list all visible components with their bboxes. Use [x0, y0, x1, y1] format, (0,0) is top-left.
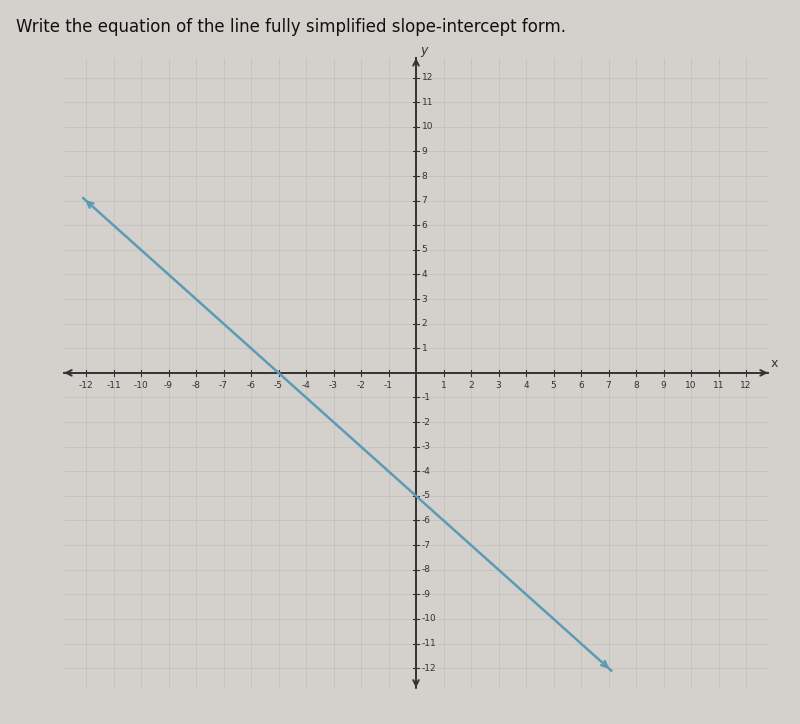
Text: -6: -6 [422, 516, 430, 525]
Text: 2: 2 [422, 319, 427, 328]
Text: 7: 7 [606, 382, 611, 390]
Text: -9: -9 [422, 590, 430, 599]
Text: 10: 10 [422, 122, 433, 131]
Text: 11: 11 [422, 98, 433, 106]
Text: 9: 9 [422, 147, 427, 156]
Text: -11: -11 [422, 639, 436, 648]
Text: -1: -1 [384, 382, 393, 390]
Text: 11: 11 [713, 382, 724, 390]
Text: -4: -4 [422, 467, 430, 476]
Text: -7: -7 [219, 382, 228, 390]
Text: -4: -4 [302, 382, 310, 390]
Text: -6: -6 [246, 382, 255, 390]
Text: 9: 9 [661, 382, 666, 390]
Text: 6: 6 [422, 221, 427, 230]
Text: 2: 2 [468, 382, 474, 390]
Text: x: x [770, 356, 778, 369]
Text: -10: -10 [134, 382, 148, 390]
Text: 8: 8 [633, 382, 639, 390]
Text: -1: -1 [422, 393, 430, 402]
Text: Write the equation of the line fully simplified slope-intercept form.: Write the equation of the line fully sim… [16, 18, 566, 36]
Text: 8: 8 [422, 172, 427, 180]
Text: 6: 6 [578, 382, 584, 390]
Text: 1: 1 [422, 344, 427, 353]
Text: -8: -8 [191, 382, 201, 390]
Text: 10: 10 [686, 382, 697, 390]
Text: -5: -5 [422, 492, 430, 500]
Text: -5: -5 [274, 382, 283, 390]
Text: -7: -7 [422, 541, 430, 550]
Text: 12: 12 [422, 73, 433, 82]
Text: -10: -10 [422, 615, 436, 623]
Text: -3: -3 [329, 382, 338, 390]
Text: 4: 4 [422, 270, 427, 279]
Text: 5: 5 [422, 245, 427, 254]
Text: 3: 3 [496, 382, 502, 390]
Text: 4: 4 [523, 382, 529, 390]
Text: -12: -12 [78, 382, 94, 390]
Text: -11: -11 [106, 382, 121, 390]
Text: -3: -3 [422, 442, 430, 451]
Text: -8: -8 [422, 565, 430, 574]
Text: y: y [421, 43, 428, 56]
Text: -9: -9 [164, 382, 173, 390]
Text: 3: 3 [422, 295, 427, 303]
Text: -12: -12 [422, 664, 436, 673]
Text: -2: -2 [422, 418, 430, 426]
Text: -2: -2 [357, 382, 366, 390]
Text: 12: 12 [740, 382, 752, 390]
Text: 7: 7 [422, 196, 427, 205]
Text: 5: 5 [550, 382, 556, 390]
Text: 1: 1 [441, 382, 446, 390]
